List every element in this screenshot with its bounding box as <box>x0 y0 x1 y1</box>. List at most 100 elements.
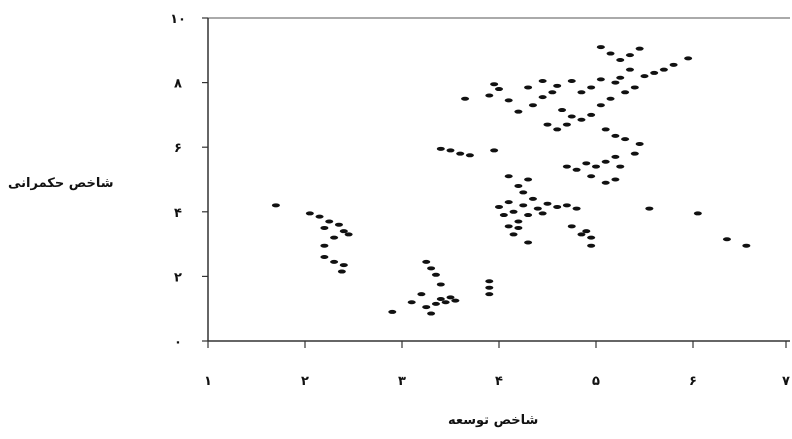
data-point <box>611 133 620 138</box>
x-axis-ticks: ۱ ۲ ۳ ۴ ۵ ۶ ۷ <box>204 341 790 389</box>
y-tick-label: ۸ <box>174 77 182 92</box>
data-point <box>558 108 567 113</box>
data-point <box>572 167 581 172</box>
data-point <box>587 174 596 179</box>
data-point <box>606 51 615 56</box>
data-point <box>640 74 649 79</box>
data-point <box>431 272 440 277</box>
data-point <box>320 243 329 248</box>
data-point <box>543 201 552 206</box>
x-axis-title: شاخص توسعه <box>448 413 539 428</box>
data-point <box>320 255 329 260</box>
data-point <box>504 98 513 103</box>
data-point <box>596 77 605 82</box>
data-point <box>630 151 639 156</box>
data-point <box>606 96 615 101</box>
data-point <box>485 285 494 290</box>
data-point <box>504 200 513 205</box>
data-point <box>635 141 644 146</box>
data-point <box>388 309 397 314</box>
data-point <box>330 259 339 264</box>
data-point <box>562 203 571 208</box>
data-point <box>325 219 334 224</box>
data-point <box>320 225 329 230</box>
data-point <box>451 298 460 303</box>
data-point <box>339 229 348 234</box>
data-point <box>587 85 596 90</box>
data-point <box>330 235 339 240</box>
data-point <box>538 211 547 216</box>
x-tick-label: ۷ <box>782 374 790 389</box>
data-point <box>553 204 562 209</box>
data-point <box>334 222 343 227</box>
data-point <box>465 153 474 158</box>
data-point <box>577 232 586 237</box>
data-point <box>582 229 591 234</box>
data-point <box>456 151 465 156</box>
data-point <box>485 292 494 297</box>
data-point <box>616 57 625 62</box>
data-point <box>490 148 499 153</box>
data-point <box>446 295 455 300</box>
data-point <box>504 174 513 179</box>
data-point <box>519 203 528 208</box>
x-tick-label: ۱ <box>204 374 212 389</box>
data-point <box>625 53 634 58</box>
data-point <box>543 122 552 127</box>
data-point <box>621 90 630 95</box>
data-point <box>553 83 562 88</box>
data-point <box>616 75 625 80</box>
data-point <box>499 213 508 218</box>
data-point <box>509 232 518 237</box>
x-tick-label: ۲ <box>301 374 309 389</box>
data-point <box>567 224 576 229</box>
y-tick-label: ۴ <box>174 206 182 221</box>
data-point <box>587 243 596 248</box>
x-tick-label: ۶ <box>689 374 697 389</box>
x-tick-label: ۴ <box>495 374 503 389</box>
data-point <box>271 203 280 208</box>
data-point <box>504 224 513 229</box>
data-point <box>514 183 523 188</box>
data-point <box>509 209 518 214</box>
data-point <box>446 148 455 153</box>
data-point <box>305 211 314 216</box>
data-point <box>441 300 450 305</box>
data-point <box>611 177 620 182</box>
data-point <box>693 211 702 216</box>
data-point <box>601 159 610 164</box>
data-point <box>422 259 431 264</box>
data-point <box>567 114 576 119</box>
data-point <box>431 301 440 306</box>
data-point <box>485 279 494 284</box>
data-point <box>577 117 586 122</box>
data-point <box>635 46 644 51</box>
data-point <box>592 164 600 169</box>
data-point <box>436 146 445 151</box>
data-point <box>417 292 426 297</box>
data-point <box>436 282 445 287</box>
data-point <box>645 206 654 211</box>
data-point <box>562 164 571 169</box>
y-tick-label: ۰ <box>174 335 182 350</box>
x-tick-label: ۳ <box>398 374 406 389</box>
data-point <box>625 67 634 72</box>
data-point <box>611 80 620 85</box>
data-point <box>659 67 668 72</box>
data-point <box>422 305 431 310</box>
data-point <box>485 93 494 98</box>
data-point <box>621 137 630 142</box>
data-point <box>524 240 533 245</box>
data-point <box>533 206 542 211</box>
data-point <box>495 204 503 209</box>
data-point <box>490 82 499 87</box>
data-point <box>577 90 586 95</box>
data-point <box>669 62 678 67</box>
data-point <box>562 122 571 127</box>
data-point <box>427 266 436 271</box>
data-point <box>524 85 533 90</box>
data-point <box>572 206 581 211</box>
data-point <box>553 127 562 132</box>
data-point <box>514 109 523 114</box>
